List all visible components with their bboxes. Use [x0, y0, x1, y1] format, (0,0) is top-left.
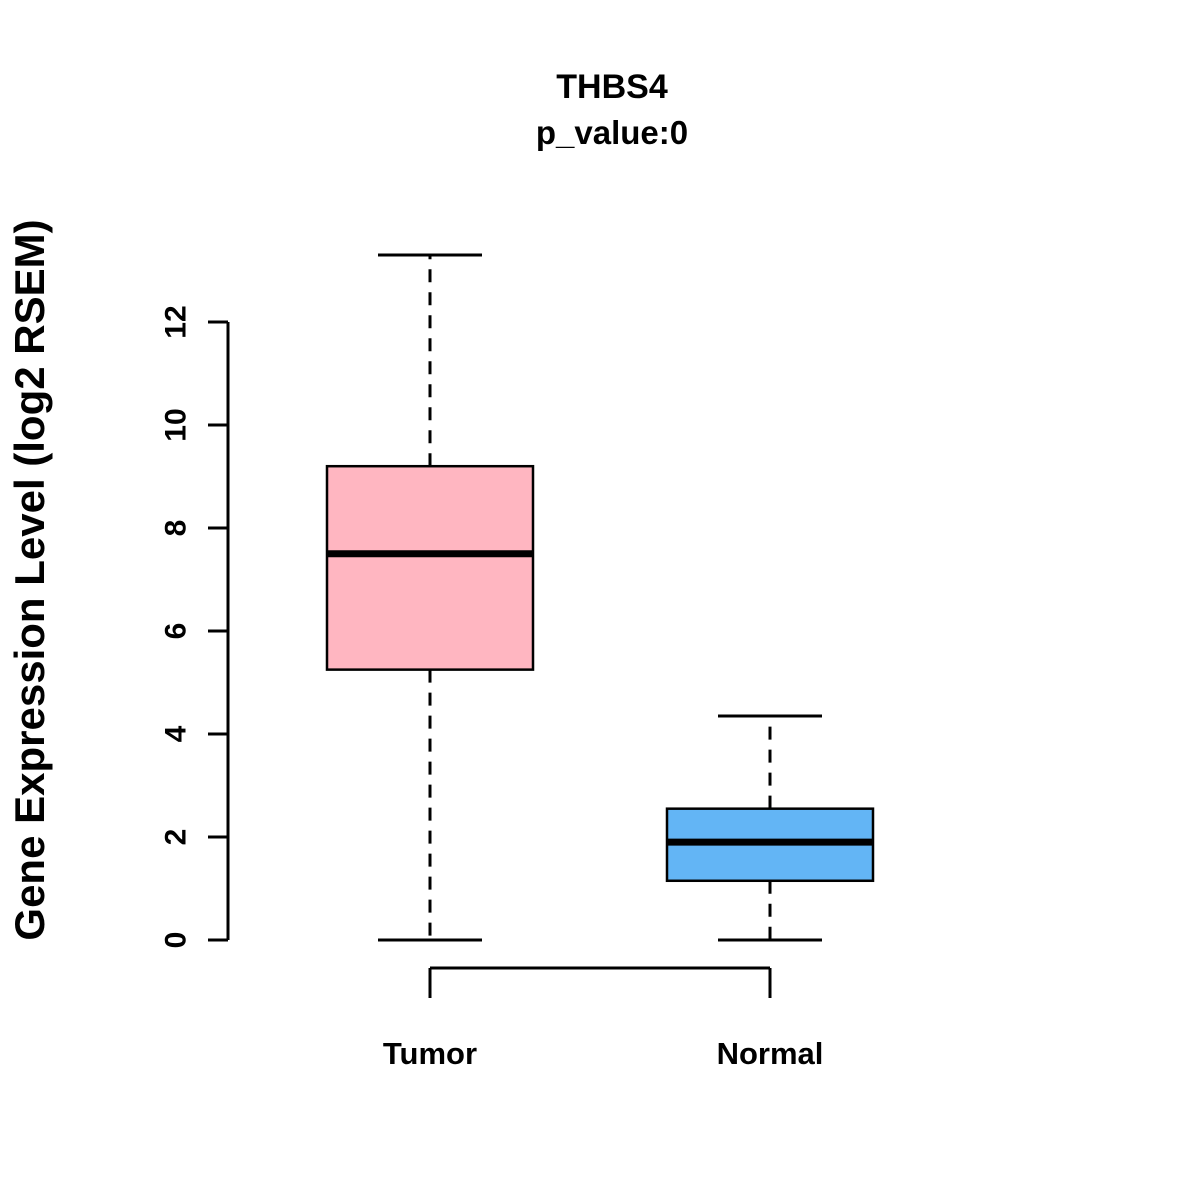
y-tick-label: 12: [160, 305, 193, 338]
box-tumor: [325, 464, 535, 671]
chart-subtitle: p_value:0: [536, 114, 688, 151]
x-category-label-tumor: Tumor: [383, 1036, 477, 1071]
plot-area: 0 2 4 6 8 10 12: [160, 253, 875, 998]
y-axis-label: Gene Expression Level (log2 RSEM): [6, 219, 53, 940]
chart-title: THBS4: [556, 68, 668, 106]
y-tick-label: 10: [160, 408, 193, 441]
y-tick-label: 0: [160, 932, 193, 949]
y-tick-label: 8: [160, 520, 193, 537]
y-tick-label: 6: [160, 623, 193, 640]
y-tick-label: 4: [160, 725, 193, 742]
x-category-label-normal: Normal: [717, 1036, 824, 1071]
y-tick-label: 2: [160, 829, 193, 846]
